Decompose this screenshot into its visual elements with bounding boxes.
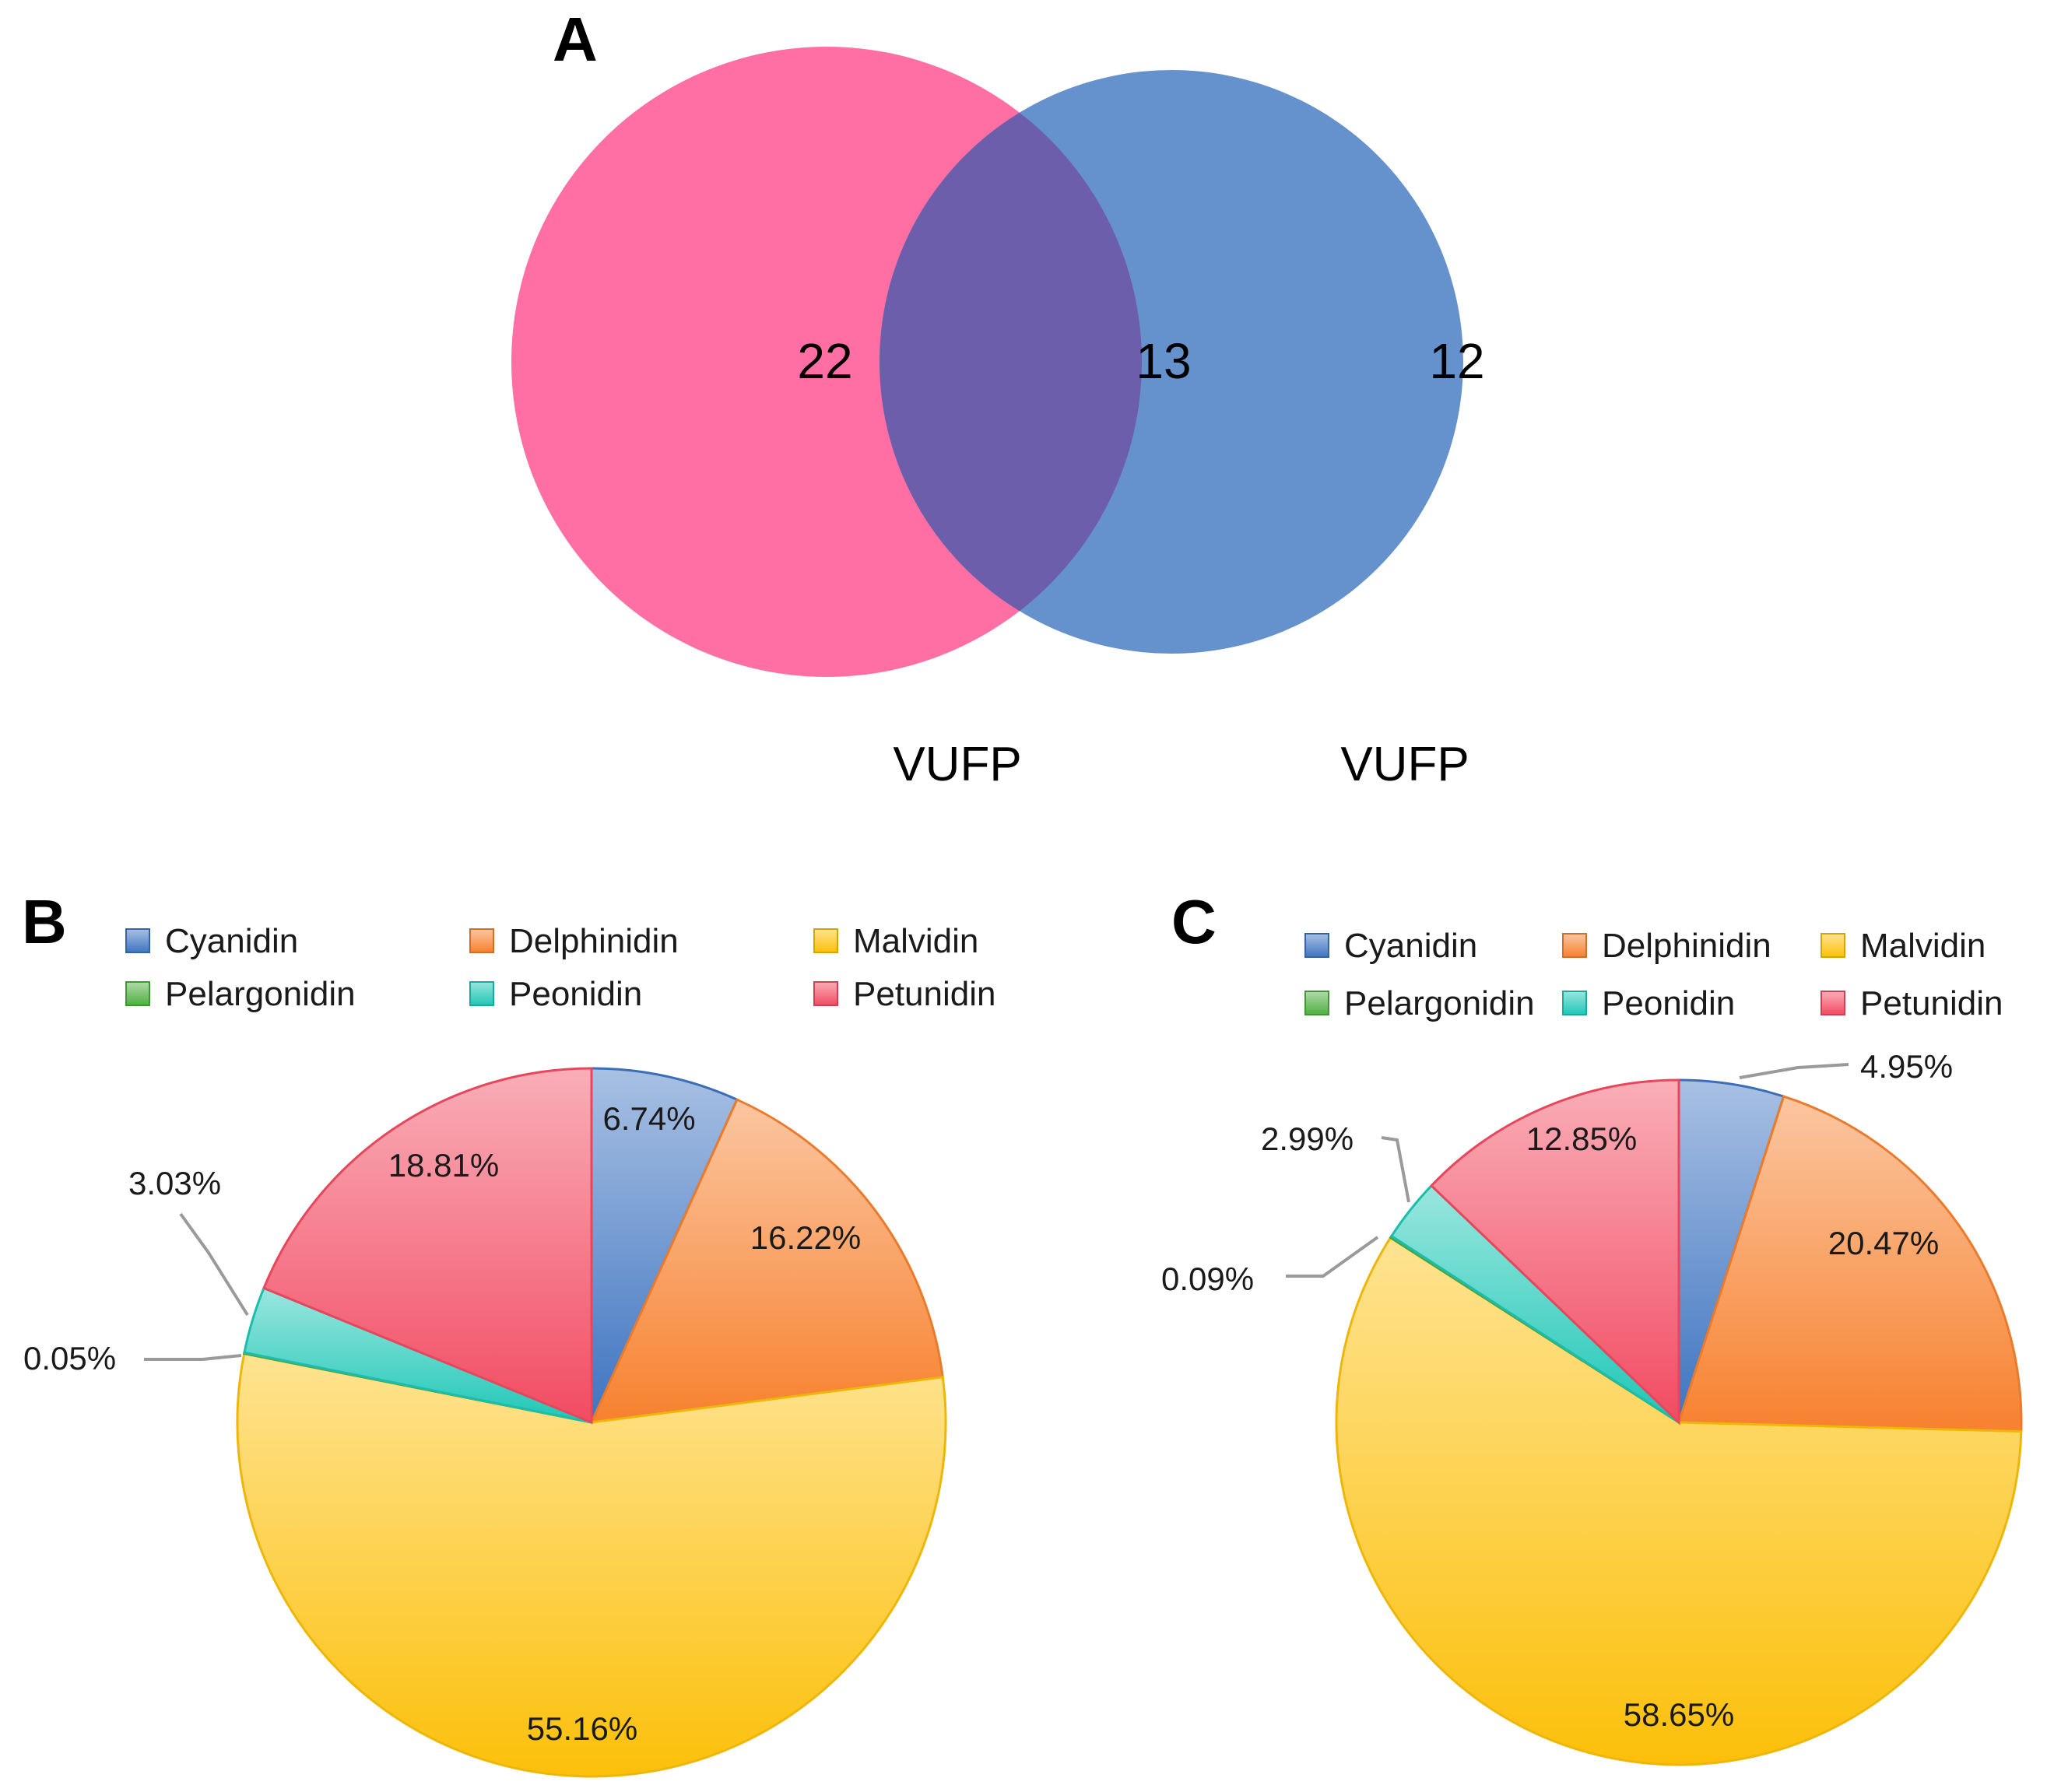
pie-c-leaders [1286,1063,1849,1278]
pie-b-slice-malvidin [236,1352,947,1778]
pie-b-label-peonidin: 3.03% [128,1165,221,1201]
pie-b-label-petunidin: 18.81% [388,1147,499,1184]
leader-b-peonidin [179,1212,249,1317]
pie-b-label-delphinidin: 16.22% [750,1219,861,1256]
venn-diagram: A 22 13 12 VUFP VUFP [511,5,1485,791]
legend-c-swatch-cyanidin [1304,933,1329,958]
leader-c-cyanidin [1739,1063,1849,1079]
legend-c: Cyanidin Delphinidin Malvidin Pelargonid… [1304,927,2003,1022]
pie-b-labels: 6.74% 16.22% 55.16% 0.05% 3.03% 18.81% [23,1100,861,1747]
legend-b-swatch-delphinidin [469,928,494,953]
pie-b-label-malvidin: 55.16% [527,1710,637,1747]
pie-c-label-delphinidin: 20.47% [1828,1225,1939,1261]
legend-c-label-petunidin: Petunidin [1860,984,2003,1022]
pie-chart-c: C Cyanidin Delphinidin Malvidin Pelargon… [1161,887,2023,1766]
legend-c-label-peonidin: Peonidin [1602,984,1735,1022]
panel-label-b: B [22,887,67,956]
legend-b-label-delphinidin: Delphinidin [509,922,679,960]
pie-c-label-petunidin: 12.85% [1526,1120,1637,1157]
pie-b-slice-cyanidin [590,1067,739,1423]
pie-b-label-cyanidin: 6.74% [602,1100,695,1137]
panel-label-c: C [1171,887,1217,956]
leader-c-pelargonidin [1286,1236,1379,1278]
legend-b-swatch-pelargonidin [125,981,150,1006]
legend-c-label-pelargonidin: Pelargonidin [1344,984,1535,1022]
legend-c-label-cyanidin: Cyanidin [1344,927,1477,965]
legend-c-swatch-peonidin [1562,991,1587,1015]
pie-c-slices [1335,1078,2023,1766]
pie-chart-b: B Cyanidin Delphinidin Malvidin Pelargon… [22,887,995,1778]
pie-b-label-pelargonidin: 0.05% [23,1340,116,1376]
legend-b-swatch-malvidin [813,928,838,953]
legend-b-label-petunidin: Petunidin [853,975,995,1013]
venn-right-label: VUFP [1340,738,1469,791]
leader-b-pelargonidin [144,1354,242,1361]
legend-c-swatch-delphinidin [1562,933,1587,958]
legend-b-label-peonidin: Peonidin [509,975,642,1013]
venn-left-label: VUFP [893,738,1021,791]
legend-b: Cyanidin Delphinidin Malvidin Pelargonid… [125,922,995,1013]
pie-c-label-malvidin: 58.65% [1624,1696,1734,1733]
pie-c-slice-petunidin [1429,1078,1680,1426]
pie-b-slice-delphinidin [589,1098,944,1424]
pie-b-slices [236,1067,947,1778]
legend-c-swatch-pelargonidin [1304,991,1329,1015]
legend-b-label-malvidin: Malvidin [853,922,978,960]
legend-b-label-pelargonidin: Pelargonidin [165,975,356,1013]
legend-c-label-malvidin: Malvidin [1860,927,1986,965]
pie-c-labels: 4.95% 20.47% 58.65% 0.09% 2.99% 12.85% [1161,1048,1953,1733]
pie-b-slice-petunidin [262,1067,593,1425]
pie-c-slice-malvidin [1335,1236,2023,1766]
pie-c-label-pelargonidin: 0.09% [1161,1261,1254,1297]
legend-b-label-cyanidin: Cyanidin [165,922,298,960]
legend-c-label-delphinidin: Delphinidin [1602,927,1771,965]
pie-c-label-peonidin: 2.99% [1261,1120,1354,1157]
venn-left-count: 22 [797,333,852,389]
venn-right-count: 12 [1429,333,1484,389]
legend-b-swatch-cyanidin [125,928,150,953]
panel-label-a: A [553,5,598,74]
pie-c-slice-delphinidin [1677,1095,2023,1433]
legend-b-swatch-petunidin [813,981,838,1006]
pie-c-label-cyanidin: 4.95% [1860,1048,1953,1085]
venn-overlap-region [880,112,1142,612]
leader-c-peonidin [1381,1136,1410,1203]
venn-overlap-count: 13 [1136,333,1191,389]
pie-b-leaders [144,1212,249,1361]
legend-c-swatch-petunidin [1821,991,1845,1015]
legend-b-swatch-peonidin [469,981,494,1006]
legend-c-swatch-malvidin [1821,933,1845,958]
